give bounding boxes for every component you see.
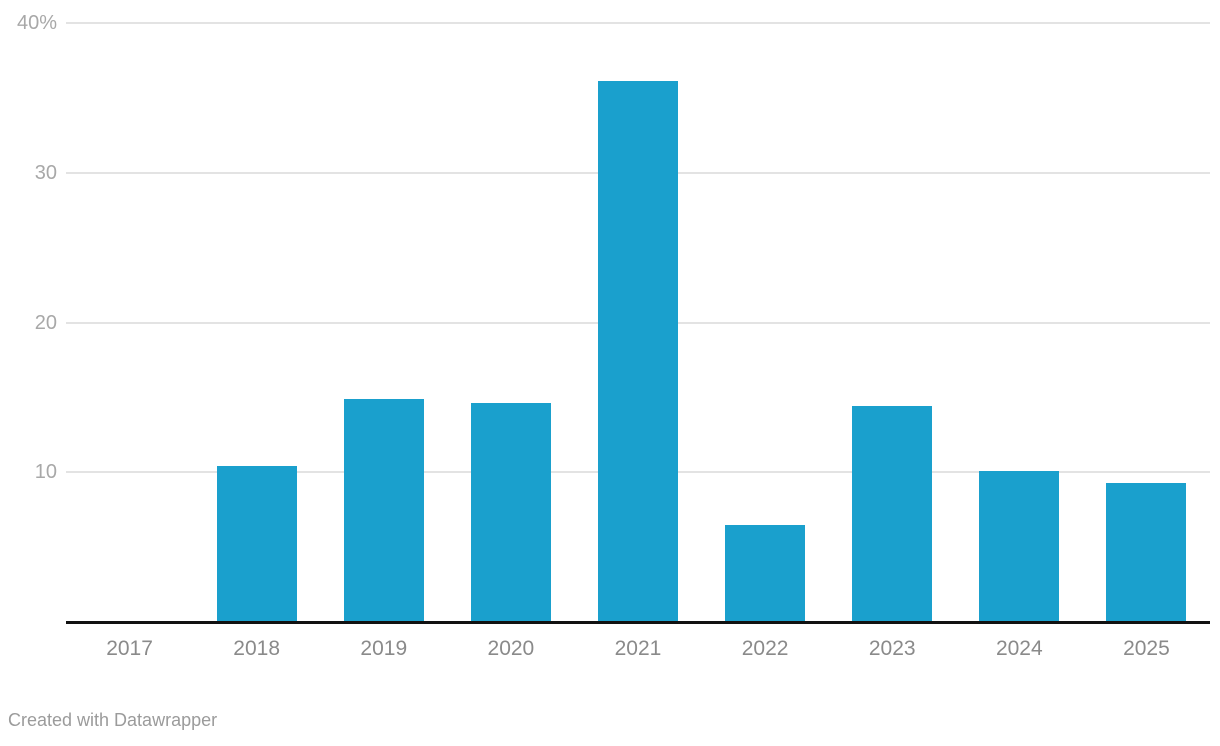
- x-tick-label: 2017: [106, 637, 153, 660]
- x-tick-label: 2024: [995, 637, 1043, 660]
- x-tick-label: 2020: [487, 637, 535, 660]
- bar-2018[interactable]: [216, 466, 297, 622]
- x-tick-label: 2023: [868, 637, 916, 660]
- x-tick-label: 2021: [614, 637, 662, 660]
- y-tick-label: 40%: [16, 12, 57, 34]
- y-tick-label: 30: [34, 161, 57, 184]
- x-tick-label: 2018: [233, 637, 281, 660]
- bar-2025[interactable]: [1106, 482, 1187, 622]
- bar-2024[interactable]: [979, 470, 1060, 622]
- bar-2021[interactable]: [598, 81, 678, 622]
- bar-2020[interactable]: [470, 403, 551, 622]
- x-tick-label: 2019: [360, 637, 408, 660]
- y-tick-label: 20: [34, 311, 57, 334]
- x-axis-line: [66, 621, 1210, 624]
- x-tick-label: 2022: [741, 637, 789, 660]
- gridline: [66, 22, 1210, 24]
- datawrapper-credit-link[interactable]: Created with Datawrapper: [8, 710, 218, 730]
- plot-area: 40% 30 20 10 2017 2018 2019 2020 2021 2022 2023 202…: [16, 12, 1210, 660]
- bar-2019[interactable]: [343, 398, 424, 622]
- x-tick-label: 2025: [1123, 637, 1170, 660]
- y-tick-label: 10: [34, 461, 57, 484]
- bar-2023[interactable]: [852, 406, 933, 622]
- bar-2022[interactable]: [725, 524, 806, 622]
